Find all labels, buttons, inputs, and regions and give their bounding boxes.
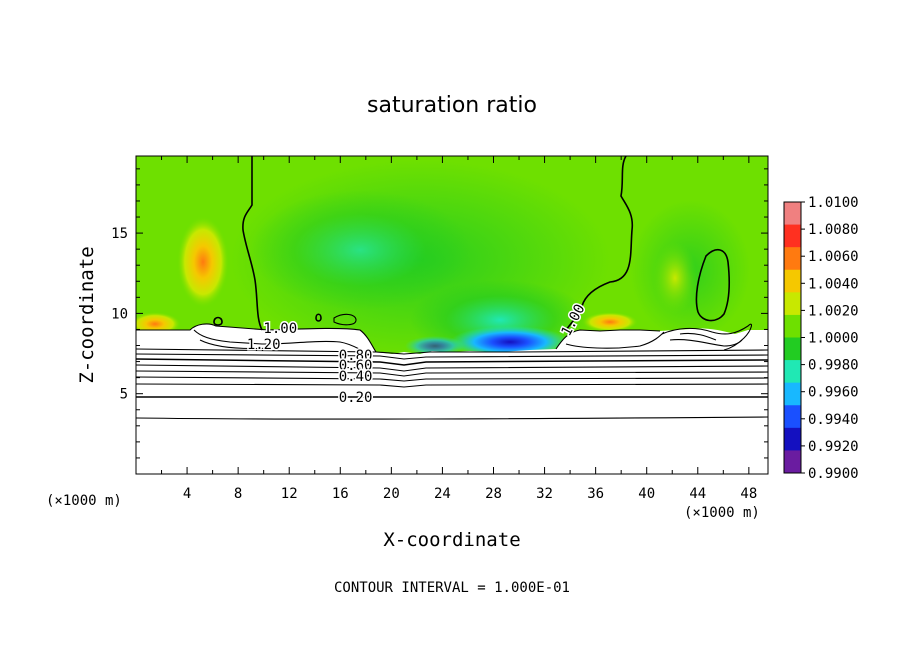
x-unit-label-right: (×1000 m) xyxy=(684,505,760,521)
colorbar-swatch xyxy=(784,247,801,271)
colorbar-swatch xyxy=(784,292,801,316)
colorbar-label: 0.9900 xyxy=(808,466,859,482)
field-peak-left xyxy=(177,216,229,308)
colorbar-label: 0.9940 xyxy=(808,412,859,428)
contours-layers xyxy=(136,348,768,420)
y-tick-label: 5 xyxy=(120,387,128,403)
contour-label: 1.20 xyxy=(247,337,281,353)
contour-1.00-right xyxy=(565,156,634,331)
x-tick-label: 8 xyxy=(234,486,242,502)
colorbar-swatch xyxy=(784,450,801,474)
x-tick-label: 40 xyxy=(638,486,655,502)
contour-small-b xyxy=(315,313,322,322)
plot-frame xyxy=(135,155,769,475)
cloud-edge-left xyxy=(136,323,377,353)
x-axis-label: X-coordinate xyxy=(383,529,520,551)
cloud-inner-left-2 xyxy=(199,339,271,350)
x-tick-label: 48 xyxy=(740,486,757,502)
layer-contour-6 xyxy=(136,376,768,382)
field-yellow-right xyxy=(653,242,697,314)
colorbar-label: 1.0060 xyxy=(808,249,859,265)
x-tick-label: 20 xyxy=(383,486,400,502)
contour-1.00-left xyxy=(242,156,263,331)
contour-interval-footer: CONTOUR INTERVAL = 1.000E-01 xyxy=(334,580,570,596)
colorbar-label: 1.0020 xyxy=(808,303,859,319)
colorbar: 1.0100 1.0080 1.0060 1.0040 1.0020 1.0000 0.99… xyxy=(783,195,859,482)
contour-label: 0.60 xyxy=(339,358,373,374)
layer-contour-9 xyxy=(136,416,768,420)
colorbar-swatch xyxy=(784,427,801,451)
y-axis-label: Z-coordinate xyxy=(76,246,98,383)
colorbar-label: 0.9960 xyxy=(808,385,859,401)
contour-label: 0.20 xyxy=(339,390,373,406)
contour-label: 0.40 xyxy=(339,369,373,385)
colorbar-swatch xyxy=(784,269,801,293)
layer-contour-4 xyxy=(136,364,768,372)
x-unit-label-left: (×1000 m) xyxy=(46,493,122,509)
field-region-blue-2 xyxy=(405,336,465,356)
colorbar-swatch xyxy=(784,405,801,429)
contour-1.00-loop xyxy=(695,249,730,322)
cloud-bubble xyxy=(333,313,357,326)
contour-label: 0.80 xyxy=(339,348,373,364)
y-axis: 5 10 15 xyxy=(111,168,768,459)
contour-small-a xyxy=(213,316,223,326)
layer-contour-1 xyxy=(136,348,768,355)
x-tick-label: 32 xyxy=(536,486,553,502)
x-tick-label: 36 xyxy=(587,486,604,502)
x-tick-label: 28 xyxy=(485,486,502,502)
x-tick-label: 24 xyxy=(434,486,451,502)
colorbar-swatch xyxy=(784,202,801,226)
colorbar-label: 1.0040 xyxy=(808,276,859,292)
contours-upper xyxy=(213,156,730,331)
colorbar-swatch xyxy=(784,224,801,248)
x-tick-label: 12 xyxy=(281,486,298,502)
cloud-inner-left xyxy=(193,329,367,353)
x-tick-label: 4 xyxy=(183,486,191,502)
contour-label: 1.00 xyxy=(263,321,297,337)
layer-contour-2 xyxy=(136,353,768,360)
colorbar-swatch xyxy=(784,360,801,384)
contours-cloud xyxy=(136,313,753,353)
colorbar-swatch xyxy=(784,337,801,361)
cloud-inner-mid xyxy=(565,331,665,349)
x-tick-label: 16 xyxy=(332,486,349,502)
cloud-inner-right-2 xyxy=(679,332,717,341)
y-tick-label: 10 xyxy=(111,306,128,322)
colorbar-label: 0.9980 xyxy=(808,358,859,374)
layer-contour-7 xyxy=(136,383,768,388)
colorbar-swatch xyxy=(784,314,801,338)
layer-contour-3 xyxy=(136,358,768,366)
cloud-edge-mid xyxy=(555,329,661,350)
y-tick-label: 15 xyxy=(111,226,128,242)
chart-title: saturation ratio xyxy=(367,93,537,118)
colorbar-swatch xyxy=(784,382,801,406)
field-peak-right xyxy=(582,312,638,332)
colorbar-label: 1.0100 xyxy=(808,195,859,211)
layer-contour-5 xyxy=(136,370,768,377)
colorbar-label: 1.0000 xyxy=(808,331,859,347)
x-tick-label: 44 xyxy=(689,486,706,502)
colorbar-label: 0.9920 xyxy=(808,439,859,455)
plot-area xyxy=(136,156,768,474)
field-region-cyan xyxy=(250,190,470,310)
cloud-inner-right xyxy=(669,339,743,347)
colorbar-label: 1.0080 xyxy=(808,222,859,238)
x-axis: 4 8 12 16 20 24 28 32 36 40 44 48 xyxy=(161,156,757,502)
